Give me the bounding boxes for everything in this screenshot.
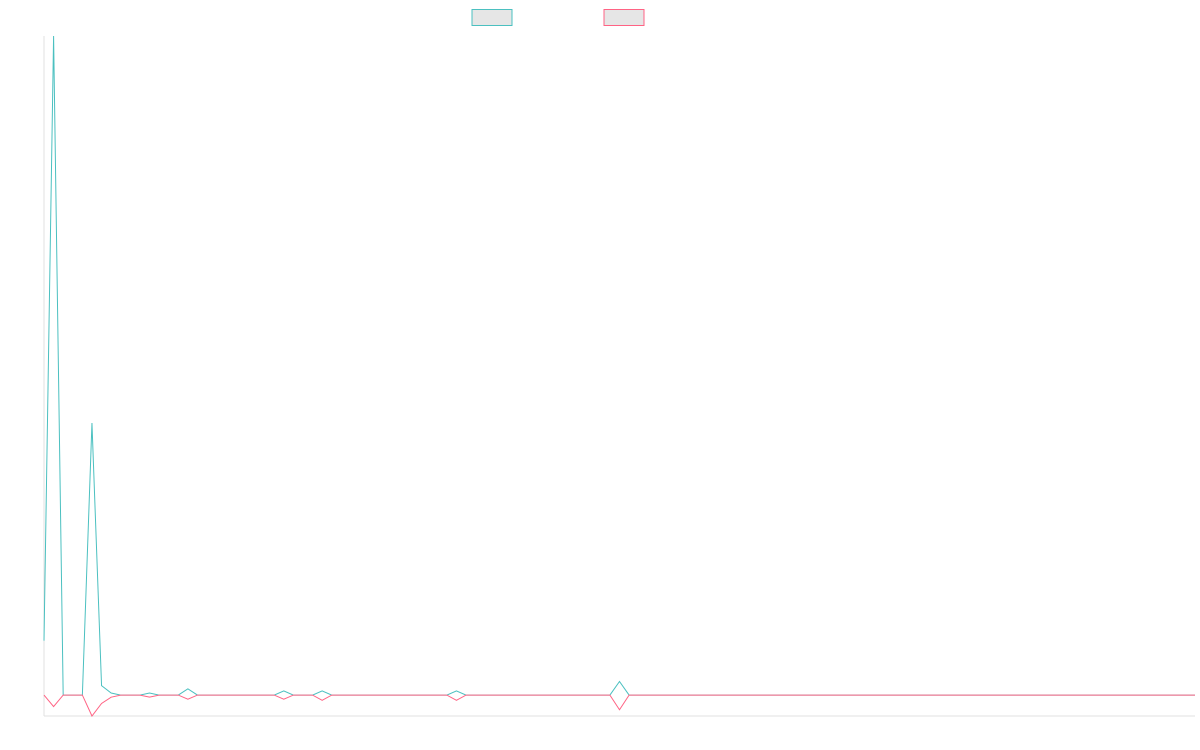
series-line-1	[43, 35, 1195, 696]
chart-series-layer	[43, 35, 1195, 717]
series-line-2	[43, 694, 1195, 717]
legend-swatch-1[interactable]	[471, 9, 513, 26]
chart-axes	[43, 36, 1195, 717]
legend-swatch-2[interactable]	[603, 9, 645, 26]
chart-legend	[471, 9, 645, 26]
